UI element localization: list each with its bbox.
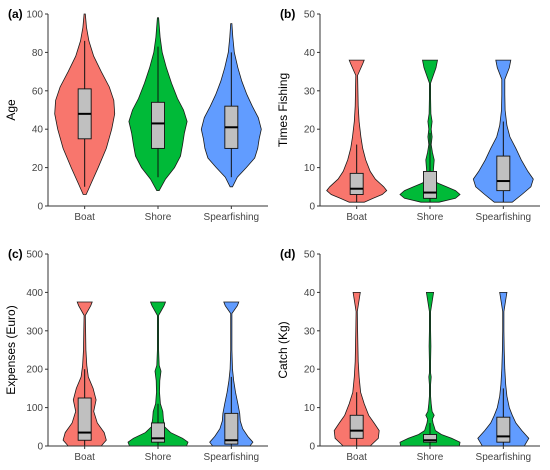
y-axis-title: Age [4,99,18,121]
y-tick-label: 500 [26,250,43,261]
y-tick-label: 50 [304,250,316,261]
x-tick-label: Spearfishing [204,212,260,223]
panel-label: (d) [280,247,295,261]
y-tick-label: 0 [37,202,43,213]
y-tick-label: 30 [304,326,316,337]
box-spearfishing [496,155,511,192]
box-shore [423,434,437,443]
x-tick-label: Spearfishing [476,212,532,223]
violin-spearfishing [209,301,254,447]
box-spearfishing [496,416,511,443]
x-tick-label: Boat [74,452,95,463]
y-tick-label: 10 [304,403,316,414]
y-axis-title: Expenses (Euro) [4,305,18,394]
x-tick-label: Boat [346,212,367,223]
y-tick-label: 100 [26,403,43,414]
panel-d: (d) Catch (Kg) 0 10 20 30 40 50 Boat Shore Spearfi… [276,247,540,463]
y-tick-label: 40 [304,48,316,59]
y-axis-title: Catch (Kg) [276,321,290,378]
box-boat [349,172,364,195]
x-tick-label: Boat [346,452,367,463]
panel-c: (c) Expenses (Euro) 0 100 200 300 400 500 Boat Sh… [4,247,268,463]
y-tick-label: 0 [37,442,43,453]
panel-a: (a) Age 0 20 40 60 80 100 Boat Shore Spearfishing [4,7,268,223]
y-tick-label: 20 [304,365,316,376]
x-tick-label: Boat [74,212,95,223]
x-tick-label: Shore [417,452,444,463]
y-tick-label: 0 [309,202,315,213]
y-tick-label: 40 [32,125,44,136]
panel-label: (b) [280,7,295,21]
box-boat [349,414,364,439]
y-tick-label: 10 [304,163,316,174]
violin-boat [333,292,380,447]
violin-boat [326,59,388,203]
panel-b: (b) Times Fishing 0 10 20 30 40 50 Boat Shore Spea… [276,7,540,223]
x-tick-label: Shore [145,212,172,223]
box-boat [77,397,92,441]
y-tick-label: 80 [32,48,44,59]
y-tick-label: 40 [304,288,316,299]
x-tick-label: Shore [417,212,444,223]
violin-spearfishing [477,292,530,447]
y-tick-label: 20 [304,125,316,136]
x-tick-label: Shore [145,452,172,463]
y-tick-label: 100 [26,10,43,21]
box-shore [151,101,165,149]
y-axis-title: Times Fishing [276,73,290,147]
y-tick-label: 50 [304,10,316,21]
y-tick-label: 400 [26,288,43,299]
y-tick-label: 30 [304,86,316,97]
box-spearfishing [224,412,239,445]
panel-label: (c) [8,247,23,261]
y-tick-label: 0 [309,442,315,453]
violin-shore [399,292,461,447]
y-tick-label: 200 [26,365,43,376]
x-tick-label: Spearfishing [476,452,532,463]
x-tick-label: Spearfishing [204,452,260,463]
y-tick-label: 60 [32,86,44,97]
y-tick-label: 20 [32,163,44,174]
panel-label: (a) [8,7,23,21]
violin-shore [127,301,189,447]
y-tick-label: 300 [26,326,43,337]
box-shore [423,170,437,199]
